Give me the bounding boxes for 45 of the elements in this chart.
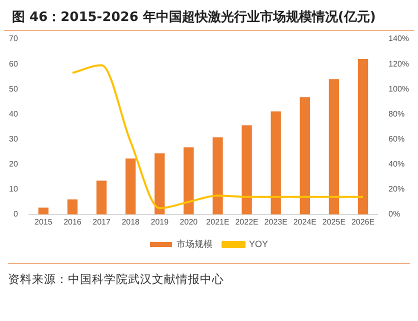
x-tick-label: 2021E [206, 217, 230, 226]
bar [270, 111, 281, 214]
y-tick-label: 50 [8, 84, 18, 94]
y-tick-label: 20 [8, 159, 18, 168]
x-tick-label: 2016 [64, 217, 82, 226]
bar [38, 208, 49, 214]
bar [67, 199, 78, 214]
x-tick-label: 2023E [264, 217, 288, 226]
y-tick-label: 70 [8, 34, 18, 44]
bar [126, 158, 136, 214]
legend-label: 市场规模 [176, 238, 212, 249]
y2-tick-label: 60% [388, 134, 405, 144]
y-tick-label: 0 [13, 210, 18, 219]
y2-tick-label: 0% [388, 210, 400, 219]
line-series [71, 64, 364, 210]
chart-title: 图 46：2015-2026 年中国超快激光行业市场规模情况(亿元) [4, 0, 414, 31]
legend-label: YOY [248, 238, 268, 249]
x-tick-label: 2020 [180, 217, 198, 226]
y-tick-label: 30 [8, 134, 18, 144]
bar [328, 79, 340, 214]
y2-tick-label: 100% [388, 84, 410, 94]
x-tick-label: 2017 [92, 217, 111, 226]
y-tick-label: 40 [8, 109, 18, 118]
x-tick-label: 2024E [293, 217, 316, 226]
y-tick-label: 10 [8, 184, 18, 194]
bar [358, 59, 368, 214]
y2-tick-label: 140% [388, 34, 410, 44]
x-tick-label: 2025E [322, 217, 346, 226]
bar [96, 180, 107, 214]
text: 资料来源：中国科学院武汉文献情报中心 [8, 263, 410, 287]
y2-tick-label: 40% [388, 159, 405, 168]
bar [300, 97, 310, 214]
bar [212, 137, 223, 214]
x-tick-label: 2018 [122, 217, 140, 226]
x-tick-label: 2022E [235, 217, 258, 226]
bar [154, 153, 165, 214]
x-tick-label: 2019 [150, 217, 170, 226]
bar [242, 125, 252, 214]
y2-tick-label: 20% [388, 184, 405, 194]
bar [184, 147, 194, 214]
x-tick-label: 2026E [351, 217, 375, 226]
y-tick-label: 60 [8, 59, 18, 68]
y2-tick-label: 80% [388, 109, 405, 118]
y2-tick-label: 120% [388, 59, 410, 68]
x-tick-label: 2015 [34, 217, 53, 226]
